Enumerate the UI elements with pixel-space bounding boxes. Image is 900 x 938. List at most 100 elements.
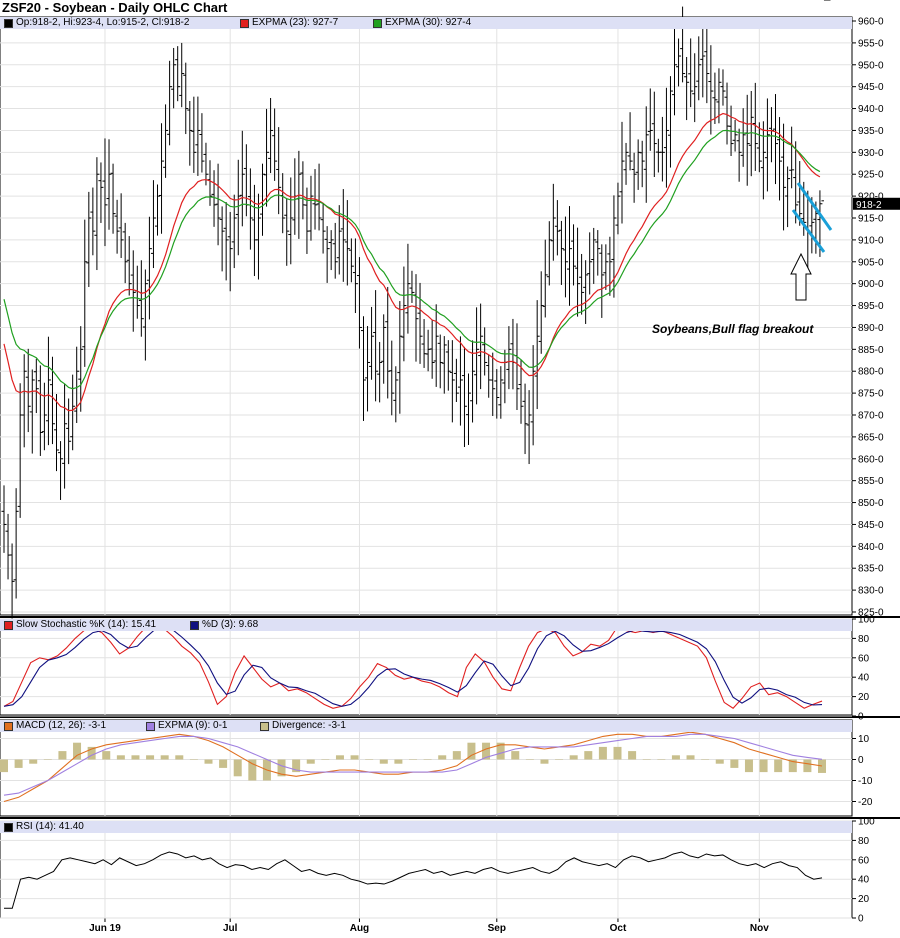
divergence-legend-item: Divergence: -3-1 [260, 720, 346, 732]
ema30-line [3, 129, 821, 390]
price-tick-label: 895-0 [858, 301, 884, 312]
rsi-legend-text: RSI (14): 41.40 [16, 821, 84, 832]
price-tick-label: 890-0 [858, 323, 884, 334]
price-tick-label: 910-0 [858, 235, 884, 246]
divergence-bar [306, 759, 315, 764]
signal-line [3, 733, 823, 796]
price-tick-label: 865-0 [858, 432, 884, 443]
rsi-tick-label: 0 [858, 914, 864, 925]
macd-tick-label: -10 [858, 776, 873, 787]
divergence-bar [350, 755, 359, 760]
rsi-line [4, 851, 823, 909]
ema30-legend-text: EXPMA (30): 927-4 [385, 17, 472, 28]
stoch-legend: Slow Stochastic %K (14): 15.41 %D (3): 9… [0, 619, 852, 631]
divergence-bar [671, 755, 680, 760]
divergence-bar [482, 742, 491, 760]
divergence-legend-text: Divergence: -3-1 [272, 720, 346, 731]
divergence-bar [555, 759, 564, 760]
divergence-bar [58, 751, 67, 760]
chart-annotation: Soybeans,Bull flag breakout [652, 322, 814, 336]
stoch-d-legend-item: %D (3): 9.68 [190, 619, 258, 631]
divergence-bar [233, 759, 242, 777]
rsi-tick-label: 20 [858, 894, 870, 905]
divergence-bar [189, 759, 198, 760]
divergence-bar [818, 759, 826, 773]
divergence-bar [701, 759, 710, 760]
divergence-bar [175, 755, 184, 760]
divergence-bar [628, 751, 637, 760]
divergence-bar [788, 759, 797, 773]
stoch-d-swatch-icon [190, 620, 199, 630]
divergence-bar [292, 759, 301, 773]
rsi-tick-label: 40 [858, 875, 870, 886]
macd-swatch-icon [4, 721, 13, 731]
price-tick-label: 855-0 [858, 476, 884, 487]
stoch-tick-label: 40 [858, 673, 870, 684]
stoch-d-legend-text: %D (3): 9.68 [202, 619, 259, 630]
divergence-bar [204, 759, 213, 764]
price-tick-label: 885-0 [858, 345, 884, 356]
flag-upper-line [796, 182, 833, 231]
divergence-bar [219, 759, 228, 768]
divergence-bar [335, 755, 344, 760]
divergence-bar [525, 759, 534, 760]
divergence-bar [277, 759, 286, 777]
divergence-bar [642, 759, 651, 760]
divergence-bar [613, 746, 622, 760]
stoch-k-swatch-icon [4, 620, 13, 630]
divergence-bar [686, 755, 695, 760]
price-tick-label: 860-0 [858, 454, 884, 465]
divergence-bar [584, 751, 593, 760]
macd-tick-label: -20 [858, 797, 873, 808]
divergence-bar [394, 759, 403, 764]
macd-legend-item: MACD (12, 26): -3-1 [4, 720, 106, 732]
price-tick-label: 875-0 [858, 389, 884, 400]
x-tick-label: Nov [750, 923, 769, 934]
price-tick-label: 850-0 [858, 498, 884, 509]
price-tick-label: 945-0 [858, 82, 884, 93]
stoch-tick-label: 20 [858, 692, 870, 703]
flag-lower-line [791, 209, 826, 253]
price-tick-label: 940-0 [858, 104, 884, 115]
divergence-bar [744, 759, 753, 773]
divergence-bar [379, 759, 388, 764]
divergence-bar [365, 759, 374, 760]
divergence-bar [409, 759, 417, 760]
price-legend: Op:918-2, Hi:923-4, Lo:915-2, Cl:918-2 E… [0, 17, 852, 29]
divergence-bar [759, 759, 768, 773]
signal-legend-text: EXPMA (9): 0-1 [158, 720, 228, 731]
rsi-tick-label: 100 [858, 817, 875, 828]
macd-tick-label: 10 [858, 734, 870, 745]
divergence-bar [0, 759, 8, 773]
divergence-bar [73, 742, 82, 760]
signal-swatch-icon [146, 721, 155, 731]
x-tick-label: Sep [488, 923, 506, 934]
ohlc-legend-item: Op:918-2, Hi:923-4, Lo:915-2, Cl:918-2 [4, 17, 189, 29]
divergence-bar [657, 759, 666, 760]
divergence-bar [496, 742, 505, 760]
price-tick-label: 845-0 [858, 520, 884, 531]
last-price-tag [853, 197, 900, 210]
price-tick-label: 930-0 [858, 148, 884, 159]
ema23-swatch-icon [240, 18, 249, 28]
stoch-d-line [3, 626, 823, 707]
chart-title: ZSF20 - Soybean - Daily OHLC Chart [2, 0, 228, 15]
macd-tick-label: 0 [858, 755, 864, 766]
divergence-bar [438, 755, 447, 760]
divergence-bar [467, 742, 476, 760]
divergence-swatch-icon [260, 721, 269, 731]
rsi-swatch-icon [4, 822, 13, 832]
divergence-bar [423, 759, 432, 760]
price-tick-label: 935-0 [858, 126, 884, 137]
price-tick-label: 960-0 [858, 17, 884, 28]
ema23-legend-item: EXPMA (23): 927-7 [240, 17, 338, 29]
price-tick-label: 905-0 [858, 257, 884, 268]
ohlc-swatch-icon [4, 18, 13, 28]
divergence-bar [321, 759, 330, 760]
divergence-bar [569, 755, 578, 760]
ema30-swatch-icon [373, 18, 382, 28]
price-tick-label: 870-0 [858, 411, 884, 422]
divergence-bar [131, 755, 140, 760]
stoch-k-legend-item: Slow Stochastic %K (14): 15.41 [4, 619, 156, 631]
